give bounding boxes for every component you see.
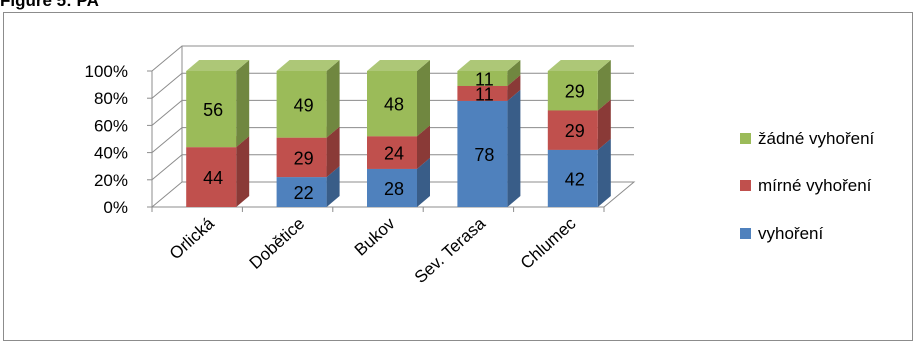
- bar-side: [507, 60, 521, 86]
- data-label: 44: [203, 168, 223, 188]
- data-label: 24: [384, 144, 404, 164]
- y-tick-label: 0%: [103, 198, 128, 217]
- bar-side: [417, 60, 430, 137]
- figure-label: Figure 5: PA: [0, 0, 99, 10]
- bar-segment: [367, 168, 417, 207]
- category-label: Bukov: [351, 214, 399, 260]
- chart-frame: [3, 12, 913, 341]
- bar-segment: [186, 71, 237, 148]
- bar-side: [326, 126, 340, 178]
- data-label: 11: [475, 69, 494, 89]
- category-label: Sev. Terasa: [411, 213, 490, 286]
- data-label: 78: [474, 145, 494, 165]
- bar-top: [276, 60, 340, 71]
- bar-side: [507, 89, 521, 207]
- legend-label: mírné vyhoření: [758, 176, 872, 195]
- bar-segment: [457, 100, 508, 207]
- data-label: 11: [475, 84, 494, 104]
- data-label: 48: [384, 95, 404, 115]
- data-label: 29: [294, 148, 314, 168]
- gridline: [151, 45, 634, 72]
- bar-side: [236, 60, 250, 148]
- category-label: Dobětice: [246, 214, 309, 273]
- legend-swatch: [740, 180, 751, 191]
- bar-side: [597, 60, 611, 111]
- bar-segment: [457, 71, 508, 86]
- legend-label: žádné vyhoření: [758, 129, 875, 148]
- bar-side: [417, 125, 430, 169]
- data-label: 28: [384, 179, 404, 199]
- y-tick-label: 100%: [85, 62, 128, 81]
- y-tick-label: 80%: [94, 89, 128, 108]
- bar-segment: [367, 136, 417, 169]
- legend-swatch: [740, 133, 751, 144]
- data-label: 29: [565, 121, 585, 141]
- bar-segment: [547, 110, 598, 150]
- bar-segment: [276, 71, 327, 138]
- data-label: 22: [294, 183, 314, 203]
- bar-side: [236, 136, 250, 207]
- bar-side: [326, 60, 340, 138]
- bar-side: [507, 74, 521, 101]
- y-tick-label: 20%: [94, 171, 128, 190]
- data-label: 29: [565, 82, 585, 102]
- bar-top: [367, 60, 430, 71]
- data-label: 42: [565, 169, 585, 189]
- bar-segment: [276, 137, 327, 178]
- bar-side: [326, 166, 340, 207]
- bar-top: [186, 60, 250, 71]
- category-label: Orlická: [166, 213, 218, 263]
- chart-floor: [150, 181, 636, 208]
- category-label: Chlumec: [517, 214, 580, 273]
- legend-swatch: [740, 228, 751, 239]
- data-label: 56: [203, 100, 223, 120]
- bar-segment: [276, 177, 327, 207]
- bar-side: [597, 138, 611, 207]
- bar-segment: [547, 71, 598, 111]
- bar-segment: [457, 85, 508, 101]
- bar-segment: [547, 149, 598, 207]
- y-tick-label: 60%: [94, 116, 128, 135]
- y-tick-label: 40%: [94, 144, 128, 163]
- bar-top: [547, 60, 611, 71]
- bar-top: [457, 60, 521, 71]
- bar-side: [597, 99, 611, 150]
- data-label: 49: [294, 95, 314, 115]
- legend-label: vyhoření: [758, 224, 823, 243]
- bar-segment: [186, 147, 237, 207]
- bar-side: [417, 157, 430, 207]
- bar-segment: [367, 71, 417, 137]
